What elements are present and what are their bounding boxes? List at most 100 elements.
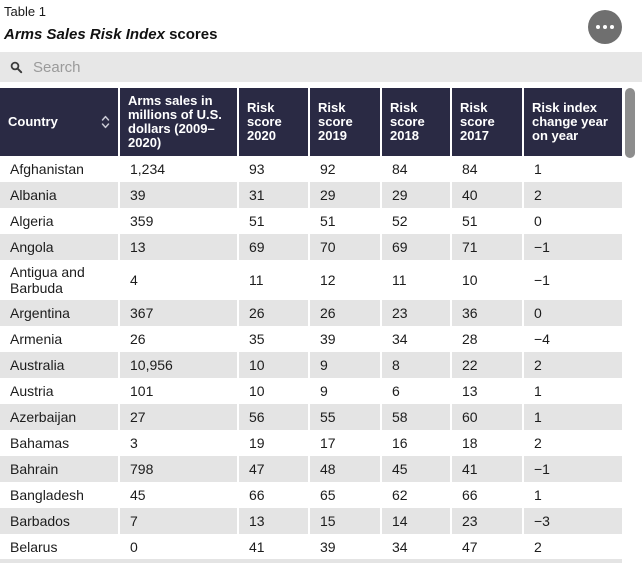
cell-value: 23 [382,300,452,326]
cell-value: 2 [524,182,622,208]
cell-value: −3 [524,508,622,534]
cell-value: 13 [452,378,524,404]
cell-value: 8 [382,352,452,378]
cell-country: Algeria [0,208,120,234]
cell-value: −1 [524,456,622,482]
column-header-country-label: Country [8,114,58,129]
cell-value: 41 [452,456,524,482]
table-row: Bahrain 798 47 48 45 41 −1 [0,456,622,482]
cell-value: 367 [120,300,239,326]
cell-value: 39 [120,182,239,208]
table-row: Barbados 7 13 15 14 23 −3 [0,508,622,534]
cell-value: 51 [239,208,310,234]
cell-value: 6 [382,378,452,404]
column-header-risk-2018[interactable]: Risk score 2018 [382,88,452,156]
cell-value: 39 [310,326,382,352]
cell-value: 10,956 [120,352,239,378]
cell-value: 69 [239,234,310,260]
cell-value: 71 [452,234,524,260]
cell-value: 18 [452,430,524,456]
cell-value: 93 [239,156,310,182]
cell-value: 51 [452,208,524,234]
cell-value: 27 [120,404,239,430]
cell-value: 1 [524,404,622,430]
cell-value: 55 [310,404,382,430]
cell-value: 23 [452,508,524,534]
cell-value: 1 [524,156,622,182]
cell-value: 66 [452,482,524,508]
table-row: Australia 10,956 10 9 8 22 2 [0,352,622,378]
cell-value: 16 [382,430,452,456]
cell-value: 47 [452,534,524,560]
search-icon [10,61,23,73]
column-header-risk-change[interactable]: Risk index change year on year [524,88,622,156]
cell-country: Armenia [0,326,120,352]
column-header-arms-sales[interactable]: Arms sales in millions of U.S. dollars (… [120,88,239,156]
cell-value: 65 [310,482,382,508]
cell-value: 10 [452,260,524,300]
cell-value: 0 [524,208,622,234]
cell-value: 45 [382,456,452,482]
cell-value: 1,234 [120,156,239,182]
cell-value: 58 [382,404,452,430]
cell-value: 2 [524,352,622,378]
cell-value: 359 [120,208,239,234]
cell-value: 3 [120,430,239,456]
table-row: Angola 13 69 70 69 71 −1 [0,234,622,260]
table-row: Belarus 0 41 39 34 47 2 [0,534,622,560]
cell-value: 13 [239,508,310,534]
cell-value: 26 [239,300,310,326]
title-suffix: scores [164,26,218,43]
cell-value: 101 [120,378,239,404]
risk-index-table: Country Arms sales in millions of U.S. d… [0,88,622,560]
cell-value: 56 [239,404,310,430]
cell-country: Afghanistan [0,156,120,182]
cell-country: Angola [0,234,120,260]
cell-value: 1 [524,378,622,404]
table-body: Afghanistan 1,234 93 92 84 84 1 Albania 39 31 29 29… [0,156,622,560]
column-header-risk-2019[interactable]: Risk score 2019 [310,88,382,156]
table-row: Argentina 367 26 26 23 36 0 [0,300,622,326]
cell-value: 1 [524,482,622,508]
cell-value: 70 [310,234,382,260]
page-title: Arms Sales Risk Index scores [4,26,642,44]
title-italic: Arms Sales Risk Index [4,26,165,43]
cell-value: −1 [524,234,622,260]
menu-button[interactable] [588,10,622,44]
cell-value: 9 [310,352,382,378]
column-header-risk-2020[interactable]: Risk score 2020 [239,88,310,156]
cell-value: 12 [310,260,382,300]
cell-value: 34 [382,326,452,352]
cell-value: 17 [310,430,382,456]
table-row: Afghanistan 1,234 93 92 84 84 1 [0,156,622,182]
cell-country: Belarus [0,534,120,560]
column-header-risk-2017[interactable]: Risk score 2017 [452,88,524,156]
cell-value: 0 [524,300,622,326]
cell-value: 15 [310,508,382,534]
cell-country: Albania [0,182,120,208]
cell-value: 84 [452,156,524,182]
table-label: Table 1 [4,4,46,19]
cell-value: 10 [239,378,310,404]
cell-value: 45 [120,482,239,508]
cell-value: 29 [310,182,382,208]
partial-next-row [0,559,622,563]
cell-value: 40 [452,182,524,208]
cell-value: 14 [382,508,452,534]
cell-value: 48 [310,456,382,482]
cell-value: 4 [120,260,239,300]
ellipsis-icon [596,25,614,29]
table-row: Austria 101 10 9 6 13 1 [0,378,622,404]
cell-value: 22 [452,352,524,378]
column-header-country[interactable]: Country [0,88,120,156]
header-row: Country Arms sales in millions of U.S. d… [0,88,622,156]
cell-value: −1 [524,260,622,300]
cell-country: Argentina [0,300,120,326]
cell-value: 51 [310,208,382,234]
search-input[interactable] [33,58,632,76]
cell-value: 47 [239,456,310,482]
scrollbar[interactable] [625,88,635,158]
cell-country: Antigua and Barbuda [0,260,120,300]
cell-value: 62 [382,482,452,508]
